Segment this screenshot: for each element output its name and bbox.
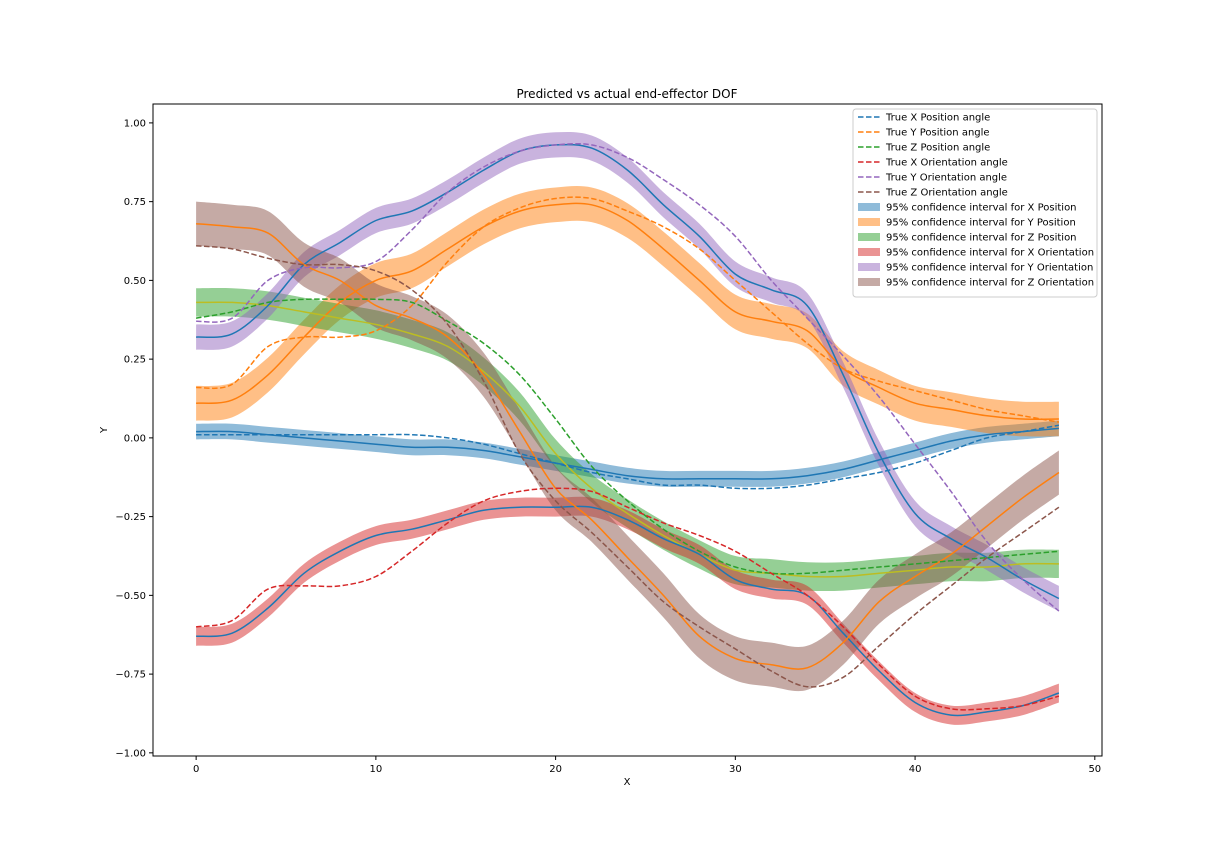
- legend-band-swatch: [858, 263, 880, 271]
- x-tick-label: 10: [370, 764, 383, 775]
- legend-entry-label: 95% confidence interval for Y Orientatio…: [886, 263, 1093, 274]
- confidence-band-1: [196, 420, 1059, 487]
- legend-band-swatch: [858, 233, 880, 241]
- true-line-3: [195, 298, 1059, 575]
- predicted-lines: [196, 143, 1060, 717]
- legend-entry-label: 95% confidence interval for X Position: [886, 203, 1077, 214]
- legend-entry-label: True X Position angle: [885, 113, 990, 124]
- x-tick-label: 30: [729, 764, 742, 775]
- y-tick-label: 0.50: [124, 276, 146, 287]
- x-tick-label: 40: [909, 764, 922, 775]
- predicted-line-4: [196, 505, 1060, 717]
- chart-title: Predicted vs actual end-effector DOF: [516, 87, 737, 101]
- legend-entry-label: True X Orientation angle: [885, 158, 1008, 169]
- legend-band-swatch: [858, 218, 880, 226]
- legend-entry-label: True Z Orientation angle: [885, 188, 1008, 199]
- true-lines: [195, 142, 1060, 711]
- confidence-band-6: [196, 201, 1059, 692]
- y-tick-label: −0.25: [115, 512, 146, 523]
- legend-band-swatch: [858, 203, 880, 211]
- legend-entry-label: True Z Position angle: [885, 143, 990, 154]
- x-tick-label: 20: [549, 764, 562, 775]
- y-tick-label: 0.75: [124, 197, 146, 208]
- y-tick-label: 1.00: [124, 118, 146, 129]
- legend-band-swatch: [858, 248, 880, 256]
- true-line-6: [196, 244, 1060, 688]
- legend-entry-label: 95% confidence interval for Z Position: [886, 233, 1077, 244]
- y-axis-ticks: −1.00 −0.75 −0.50 −0.25 0.00 0.25 0.50 0.75 1.00: [115, 118, 153, 759]
- x-axis-label: X: [624, 777, 631, 788]
- legend-entry-label: 95% confidence interval for Y Position: [886, 218, 1076, 229]
- true-line-1: [196, 424, 1060, 490]
- legend-entry-label: True Y Position angle: [885, 128, 990, 139]
- y-tick-label: −1.00: [115, 748, 146, 759]
- predicted-line-1: [196, 427, 1059, 480]
- y-tick-label: 0.00: [124, 433, 146, 444]
- legend-entry-label: 95% confidence interval for X Orientatio…: [886, 248, 1094, 259]
- true-line-5: [196, 142, 1060, 612]
- predicted-line-6: [196, 222, 1060, 670]
- true-line-2: [196, 196, 1060, 423]
- legend: True X Position angle True Y Position ang…: [852, 108, 1098, 298]
- y-tick-label: −0.50: [115, 591, 146, 602]
- y-tick-label: −0.75: [115, 670, 146, 681]
- predicted-line-2: [196, 202, 1059, 420]
- legend-entry-label: True Y Orientation angle: [885, 173, 1007, 184]
- legend-box: [852, 108, 1098, 298]
- predicted-line-5: [196, 143, 1060, 600]
- x-tick-label: 0: [193, 764, 199, 775]
- y-axis-label: Y: [99, 426, 110, 434]
- predicted-line-3: [196, 301, 1059, 578]
- y-tick-label: 0.25: [124, 355, 146, 366]
- x-axis-ticks: 0 10 20 30 40 50: [193, 756, 1101, 775]
- true-line-4: [195, 487, 1060, 711]
- x-tick-label: 50: [1088, 764, 1101, 775]
- legend-band-swatch: [858, 278, 880, 286]
- legend-entry-label: 95% confidence interval for Z Orientatio…: [886, 278, 1094, 289]
- plot-frame: [152, 103, 1103, 757]
